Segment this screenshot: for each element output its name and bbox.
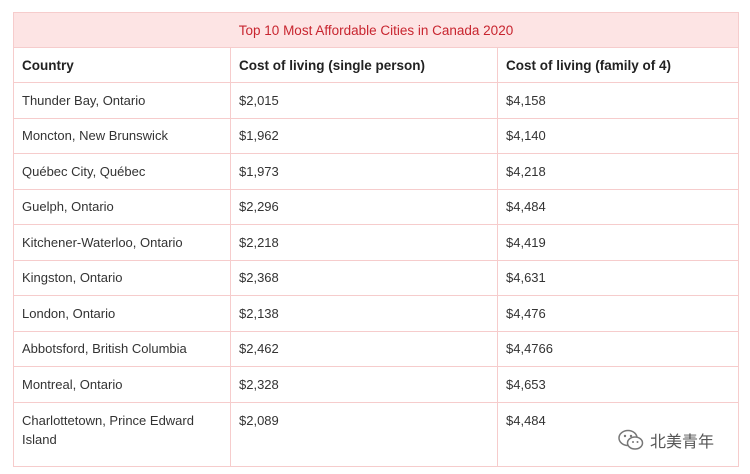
table-row: Kingston, Ontario $2,368 $4,631	[13, 259, 740, 296]
table-container: Top 10 Most Affordable Cities in Canada …	[12, 12, 740, 467]
table-body: Thunder Bay, Ontario $2,015 $4,158 Moncton,…	[13, 82, 740, 467]
wechat-icon	[618, 429, 644, 450]
table-cell: $2,218	[230, 224, 498, 261]
table-cell: Kingston, Ontario	[13, 259, 231, 296]
table-row: Thunder Bay, Ontario $2,015 $4,158	[13, 82, 740, 119]
table-cell: Kitchener-Waterloo, Ontario	[13, 224, 231, 261]
table-cell: $4,140	[496, 117, 740, 154]
table: Top 10 Most Affordable Cities in Canada …	[12, 12, 740, 467]
table-cell: $2,138	[230, 295, 498, 332]
table-row: Québec City, Québec $1,973 $4,218	[13, 153, 740, 190]
table-row: Kitchener-Waterloo, Ontario $2,218 $4,419	[13, 224, 740, 261]
table-row: Montreal, Ontario $2,328 $4,653	[13, 366, 740, 403]
table-cell: $4,4766	[496, 330, 740, 367]
table-cell: $4,419	[496, 224, 740, 261]
table-cell: $4,653	[496, 366, 740, 403]
table-cell: $2,368	[230, 259, 498, 296]
table-cell: Thunder Bay, Ontario	[13, 82, 231, 119]
table-cell: Charlottetown, Prince Edward Island	[13, 401, 231, 467]
table-cell: $1,962	[230, 117, 498, 154]
table-cell: $4,631	[496, 259, 740, 296]
header-cell: Cost of living (single person)	[230, 47, 498, 83]
table-row: Charlottetown, Prince Edward Island $2,08…	[13, 401, 740, 467]
table-cell: $2,296	[230, 188, 498, 225]
table-cell: London, Ontario	[13, 295, 231, 332]
table-row: Moncton, New Brunswick $1,962 $4,140	[13, 117, 740, 154]
table-row: London, Ontario $2,138 $4,476	[13, 295, 740, 332]
watermark-text: 北美青年	[650, 432, 715, 451]
table-title: Top 10 Most Affordable Cities in Canada …	[12, 12, 740, 48]
header-cell: Cost of living (family of 4)	[496, 47, 740, 83]
table-row: Abbotsford, British Columbia $2,462 $4,476…	[13, 330, 740, 367]
table-cell: Québec City, Québec	[13, 153, 231, 190]
table-cell: $2,328	[230, 366, 498, 403]
table-cell: $4,218	[496, 153, 740, 190]
header-row: Country Cost of living (single person) Cos…	[13, 47, 740, 83]
watermark: 北美青年	[618, 428, 714, 452]
table-cell: Moncton, New Brunswick	[13, 117, 231, 154]
table-cell: $2,089	[230, 401, 498, 467]
table-row: Guelph, Ontario $2,296 $4,484	[13, 188, 740, 225]
table-cell: Montreal, Ontario	[13, 366, 231, 403]
table-cell: $2,462	[230, 330, 498, 367]
table-cell: $4,484	[496, 401, 740, 467]
table-cell: $4,158	[496, 82, 740, 119]
table-cell: Abbotsford, British Columbia	[13, 330, 231, 367]
table-cell: $4,484	[496, 188, 740, 225]
table-cell: $4,476	[496, 295, 740, 332]
table-cell: Guelph, Ontario	[13, 188, 231, 225]
table-cell: $2,015	[230, 82, 498, 119]
title-row: Top 10 Most Affordable Cities in Canada …	[12, 12, 740, 48]
table-cell: $1,973	[230, 153, 498, 190]
header-cell: Country	[13, 47, 231, 83]
